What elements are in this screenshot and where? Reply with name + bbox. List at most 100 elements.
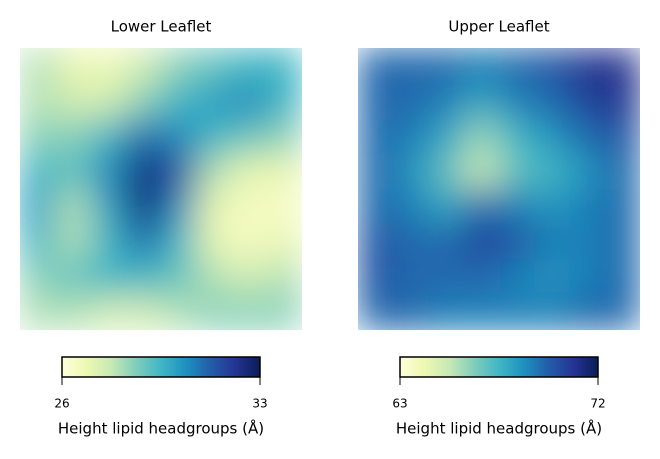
heatmap-cell [463, 83, 500, 119]
heatmap-cell [499, 294, 535, 330]
colorbar-label: Height lipid headgroups (Å) [396, 419, 602, 438]
heatmap-cell [20, 118, 56, 155]
heatmap-cell [463, 224, 500, 260]
heatmap-cell [428, 224, 465, 260]
heatmap-cell [125, 294, 162, 330]
colorbar [399, 356, 599, 378]
heatmap-cell [90, 294, 127, 330]
colorbar-tick-label: 72 [590, 397, 605, 411]
heatmap-cell [604, 153, 640, 190]
heatmap-cell [428, 259, 465, 296]
heatmap-cell [358, 83, 394, 119]
heatmap-cell [428, 189, 465, 225]
heatmap-cell [604, 83, 640, 119]
heatmap-cell [358, 118, 394, 155]
heatmap-cell [231, 118, 268, 155]
heatmap-cell [125, 224, 162, 260]
heatmap-cell [90, 48, 127, 84]
panel-title: Upper Leaflet [448, 18, 549, 36]
heatmap-cell [231, 224, 268, 260]
heatmap-cell [161, 118, 197, 155]
heatmap-cell [161, 153, 197, 190]
heatmap-cell [358, 259, 394, 296]
heatmap-cell [393, 259, 429, 296]
heatmap-cell [604, 259, 640, 296]
heatmap-cell [20, 83, 56, 119]
heatmap-cell [266, 294, 302, 330]
heatmap-cell [428, 118, 465, 155]
heatmap-cell [463, 294, 500, 330]
heatmap-cell [499, 83, 535, 119]
colorbar-label: Height lipid headgroups (Å) [58, 419, 264, 438]
heatmap-cell [534, 259, 570, 296]
heatmap-cell [569, 48, 606, 84]
panel-title: Lower Leaflet [111, 18, 212, 36]
heatmap-cell [55, 118, 91, 155]
heatmap-cell [125, 189, 162, 225]
heatmap-cell [428, 153, 465, 190]
heatmap-cell [196, 48, 232, 84]
heatmap-cell [463, 189, 500, 225]
heatmap-cells [358, 48, 640, 330]
heatmap-cell [20, 48, 56, 84]
heatmap-cell [534, 48, 570, 84]
heatmap-cell [358, 224, 394, 260]
heatmap-cell [534, 153, 570, 190]
heatmap-cell [569, 83, 606, 119]
heatmap-cell [428, 83, 465, 119]
colorbar-tick-label: 63 [392, 397, 407, 411]
heatmap-cell [604, 224, 640, 260]
heatmap-cell [463, 153, 500, 190]
heatmap-cell [463, 48, 500, 84]
colorbar-tick-label: 26 [54, 397, 69, 411]
heatmap-cell [569, 189, 606, 225]
colorbar-tick-label: 33 [252, 397, 267, 411]
heatmap-cell [499, 48, 535, 84]
heatmap-cell [90, 83, 127, 119]
heatmap-cell [55, 83, 91, 119]
heatmap-cell [90, 259, 127, 296]
heatmap-cell [393, 83, 429, 119]
heatmap-cell [428, 48, 465, 84]
heatmap-cell [125, 83, 162, 119]
heatmap-cell [266, 83, 302, 119]
heatmap-cell [161, 189, 197, 225]
heatmap-cell [463, 118, 500, 155]
heatmap-cell [231, 153, 268, 190]
heatmap-cell [196, 189, 232, 225]
heatmap-cell [428, 294, 465, 330]
heatmap-cell [55, 153, 91, 190]
heatmap-cell [196, 153, 232, 190]
heatmap-cell [231, 294, 268, 330]
heatmap-cell [55, 259, 91, 296]
heatmap-cell [266, 189, 302, 225]
heatmap-cells [20, 48, 302, 330]
heatmap-cell [604, 48, 640, 84]
heatmap-cell [161, 294, 197, 330]
heatmap-cell [534, 189, 570, 225]
heatmap-cell [20, 153, 56, 190]
heatmap-cell [393, 189, 429, 225]
heatmap-cell [20, 224, 56, 260]
heatmap-cell [196, 259, 232, 296]
heatmap-cell [499, 224, 535, 260]
heatmap-cell [393, 48, 429, 84]
heatmap-cell [604, 294, 640, 330]
heatmap-cell [569, 294, 606, 330]
heatmap-cell [499, 118, 535, 155]
heatmap-cell [499, 189, 535, 225]
heatmap-cell [463, 259, 500, 296]
heatmap-cell [55, 48, 91, 84]
heatmap-cell [20, 189, 56, 225]
colorbar [61, 356, 261, 378]
heatmap-cell [90, 189, 127, 225]
heatmap-cell [499, 259, 535, 296]
heatmap-cell [55, 189, 91, 225]
heatmap-cell [196, 224, 232, 260]
heatmap-cell [125, 118, 162, 155]
heatmap-cell [569, 118, 606, 155]
heatmap [358, 48, 640, 330]
heatmap-cell [55, 294, 91, 330]
heatmap-cell [499, 153, 535, 190]
